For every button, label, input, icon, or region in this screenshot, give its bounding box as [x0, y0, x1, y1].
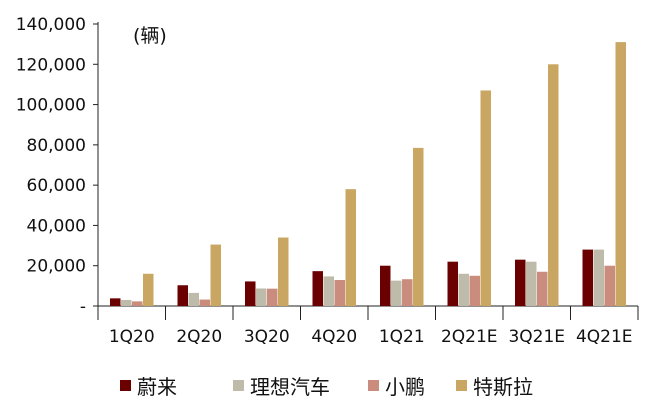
bar	[526, 261, 537, 306]
legend: 蔚来 理想汽车 小鹏 特斯拉	[120, 375, 533, 399]
y-tick-label: 80,000	[27, 136, 86, 156]
bar	[121, 299, 132, 306]
bar	[267, 288, 278, 306]
y-tick-label: 40,000	[27, 216, 86, 236]
x-tick-label: 3Q20	[244, 327, 290, 347]
y-tick-label: -	[80, 297, 86, 317]
bar	[480, 90, 491, 306]
x-tick-label: 2Q20	[176, 327, 222, 347]
bar	[593, 249, 604, 306]
bar	[582, 249, 593, 306]
bar	[469, 275, 480, 306]
legend-label: 小鹏	[385, 375, 425, 399]
bar	[391, 280, 402, 306]
y-tick-label: 120,000	[16, 55, 86, 75]
y-tick-label: 100,000	[16, 96, 86, 116]
x-tick-label: 4Q21E	[576, 327, 633, 347]
y-tick-label: 20,000	[27, 257, 86, 277]
bar	[245, 281, 256, 306]
unit-label: (辆)	[133, 25, 167, 47]
bar	[143, 273, 154, 306]
bar	[199, 299, 210, 306]
bar	[256, 288, 267, 306]
bar	[188, 292, 199, 306]
bar	[132, 301, 143, 306]
y-tick-label: 60,000	[27, 176, 86, 196]
bar	[548, 64, 559, 307]
bar	[515, 259, 526, 306]
x-tick-label: 3Q21E	[508, 327, 565, 347]
legend-swatch	[120, 380, 131, 391]
y-axis-ticks: - 20,000 40,000 60,000 80,000 100,000 120,000 1…	[16, 15, 98, 317]
x-tick-label: 1Q21	[379, 327, 425, 347]
bar	[210, 244, 221, 306]
bar	[323, 276, 334, 306]
bar	[345, 189, 356, 306]
legend-swatch	[456, 380, 467, 391]
y-tick-label: 140,000	[16, 15, 86, 35]
bar	[413, 147, 424, 306]
legend-label: 特斯拉	[473, 375, 533, 399]
x-tick-label: 2Q21E	[441, 327, 498, 347]
x-tick-label: 4Q20	[311, 327, 357, 347]
bar	[537, 271, 548, 306]
legend-swatch	[368, 380, 379, 391]
x-tick-label: 1Q20	[109, 327, 155, 347]
legend-swatch	[233, 380, 244, 391]
bars	[110, 42, 626, 307]
x-axis-ticks: 1Q20 2Q20 3Q20 4Q20 1Q21 2Q21E 3Q21E 4Q21E	[97, 306, 639, 347]
bar	[604, 265, 615, 306]
bar	[110, 298, 121, 306]
bar	[312, 271, 323, 306]
legend-label: 蔚来	[137, 375, 177, 399]
bar	[458, 273, 469, 306]
bar	[334, 280, 345, 306]
bar	[380, 265, 391, 306]
bar	[278, 237, 289, 306]
bar	[615, 42, 626, 306]
legend-label: 理想汽车	[250, 375, 330, 399]
bar	[447, 261, 458, 306]
bar	[177, 285, 188, 306]
bar	[402, 279, 413, 306]
